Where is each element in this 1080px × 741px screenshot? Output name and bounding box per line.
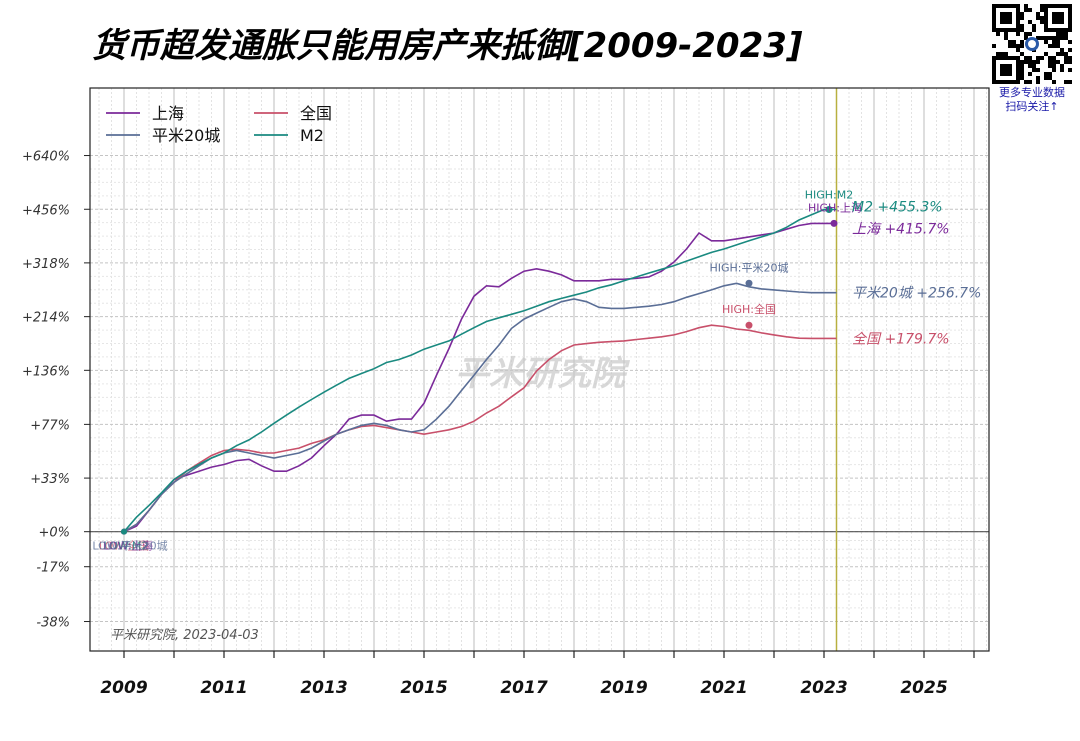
legend-label-m2: M2 <box>300 126 324 145</box>
x-tick-label: 2025 <box>900 678 947 698</box>
y-tick-label: +136% <box>22 364 70 379</box>
qr-caption-line1: 更多专业数据 <box>999 86 1065 99</box>
legend-label-shanghai: 上海 <box>152 104 184 123</box>
high-label-shanghai: HIGH:上海 <box>808 200 862 214</box>
end-label-shanghai: 上海 +415.7% <box>852 221 950 237</box>
y-tick-label: -17% <box>36 561 70 576</box>
series-line-m2 <box>123 208 837 533</box>
high-point-m2 <box>825 206 833 214</box>
high-label-quanguo: HIGH:全国 <box>722 302 776 316</box>
y-tick-label: +640% <box>22 150 70 165</box>
series-line-shanghai <box>123 222 837 533</box>
end-label-pingmi20: 平米20城 +256.7% <box>852 286 981 302</box>
high-point-shanghai <box>830 219 838 227</box>
low-label-quanguo: LOW:全国 <box>99 539 149 553</box>
x-tick-label: 2017 <box>500 678 547 698</box>
series-line-quanguo <box>123 324 837 533</box>
end-label-m2: M2 +455.3% <box>852 200 943 216</box>
low-label-pingmi20: LOW:平米20城 <box>92 540 167 553</box>
y-tick-label: +318% <box>22 257 70 272</box>
qr-code-icon <box>992 4 1072 84</box>
watermark-group: 平米研究院 <box>455 354 631 394</box>
qr-caption-line2: 扫码关注↑ <box>1005 100 1059 113</box>
x-tick-label: 2015 <box>400 678 447 698</box>
x-tick-label: 2011 <box>200 678 247 698</box>
series-line-pingmi20 <box>123 282 837 533</box>
start-point-m2 <box>121 528 127 535</box>
grid-lines <box>90 88 989 651</box>
qr-caption: 更多专业数据 扫码关注↑ <box>986 86 1078 114</box>
end-label-quanguo: 全国 +179.7% <box>852 331 950 347</box>
high-label-m2: HIGH:M2 <box>805 189 854 202</box>
legend-label-pingmi20: 平米20城 <box>152 126 220 145</box>
legend-label-quanguo: 全国 <box>300 104 332 123</box>
high-point-pingmi20 <box>745 279 753 287</box>
y-tick-label: +456% <box>22 203 70 218</box>
y-tick-label: +214% <box>22 311 70 326</box>
x-tick-label: 2019 <box>600 678 647 698</box>
axes: -38% -17% +0% +33% +77% +136% +214% +318% +456% +… <box>22 87 990 698</box>
low-label-shanghai: LOW:上海 <box>103 539 153 553</box>
y-tick-label: +77% <box>30 418 70 433</box>
high-point-quanguo <box>745 321 753 329</box>
watermark: 平米研究院 <box>455 354 631 394</box>
series-lines <box>123 208 837 533</box>
plot-frame <box>89 87 990 652</box>
chart-title: 货币超发通胀只能用房产来抵御[2009-2023] <box>92 26 803 66</box>
y-tick-label: +0% <box>38 526 70 541</box>
high-label-pingmi20: HIGH:平米20城 <box>709 261 788 274</box>
x-tick-label: 2021 <box>700 678 747 698</box>
low-label-m2: LOW:M2 <box>104 540 149 553</box>
y-tick-label: -38% <box>36 616 70 631</box>
x-tick-label: 2009 <box>100 678 147 698</box>
x-tick-label: 2023 <box>800 678 847 698</box>
y-tick-label: +33% <box>30 472 70 487</box>
x-tick-label: 2013 <box>300 678 347 698</box>
source-note: 平米研究院, 2023-04-03 <box>110 627 259 643</box>
